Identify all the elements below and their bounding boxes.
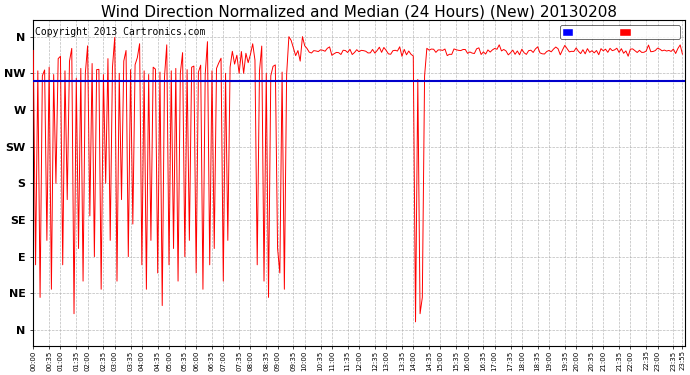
Text: Copyright 2013 Cartronics.com: Copyright 2013 Cartronics.com	[34, 27, 205, 37]
Title: Wind Direction Normalized and Median (24 Hours) (New) 20130208: Wind Direction Normalized and Median (24…	[101, 4, 617, 19]
Legend: Average, Direction: Average, Direction	[560, 25, 680, 39]
